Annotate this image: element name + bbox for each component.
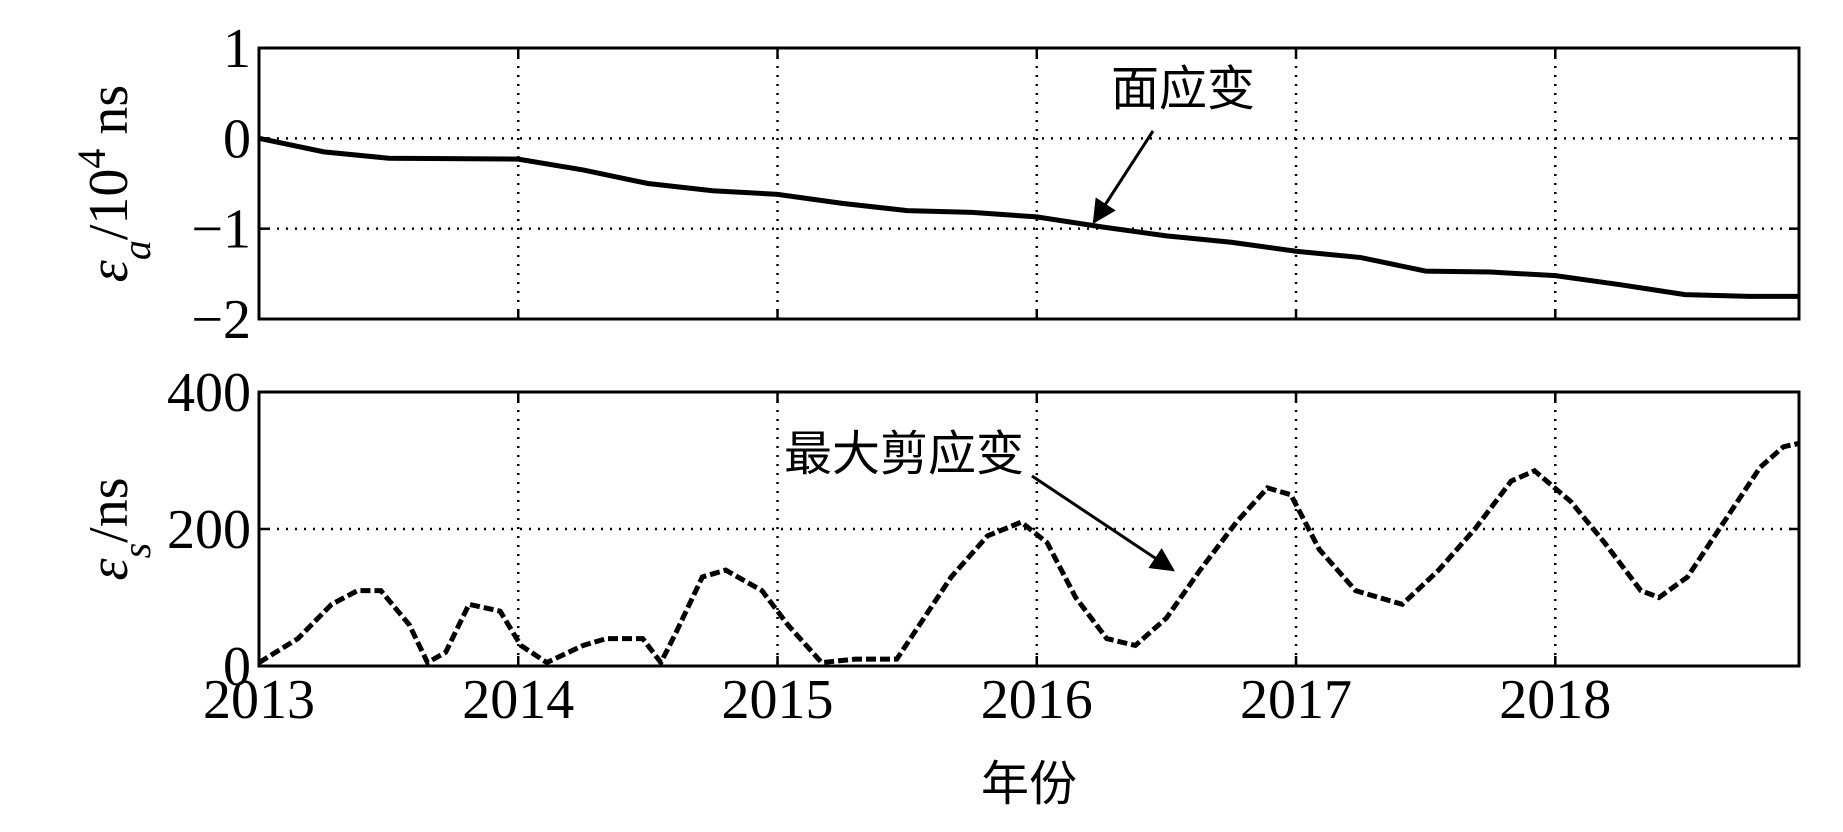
y-tick-label: 400 bbox=[167, 362, 251, 424]
y-axis-label-part: s bbox=[114, 543, 159, 559]
annotation: 面应变 bbox=[1111, 61, 1255, 117]
x-tick-label: 2015 bbox=[722, 669, 834, 731]
y-axis-label: εa/104 ns bbox=[69, 85, 159, 282]
y-tick-label: 0 bbox=[223, 108, 251, 170]
x-tick-label: 2017 bbox=[1240, 669, 1352, 731]
x-tick-label: 2014 bbox=[462, 669, 574, 731]
x-axis-label: 年份 bbox=[981, 756, 1077, 812]
y-axis-label-part: ε bbox=[78, 558, 140, 581]
y-tick-label: −2 bbox=[191, 289, 251, 351]
y-axis-label-part: ε bbox=[78, 259, 140, 282]
annotation: 最大剪应变 bbox=[784, 426, 1024, 482]
y-tick-label: 1 bbox=[223, 18, 251, 80]
annotation-arrow bbox=[1092, 130, 1155, 225]
x-tick-label: 2018 bbox=[1499, 669, 1611, 731]
y-tick-label: 0 bbox=[223, 636, 251, 698]
y-axis-label-part: /ns bbox=[78, 477, 140, 542]
data-line bbox=[258, 135, 1799, 299]
y-axis-label-part: ns bbox=[78, 85, 140, 149]
y-axis-label: εs/ns bbox=[78, 477, 159, 580]
y-axis-label-part: /10 bbox=[78, 169, 140, 241]
y-tick-label: −1 bbox=[191, 199, 251, 261]
plot-frame bbox=[257, 390, 1801, 668]
y-tick-label: 200 bbox=[167, 499, 251, 561]
y-axis-label-part: a bbox=[114, 240, 159, 260]
data-line bbox=[257, 440, 1800, 668]
annotation-arrow bbox=[1031, 474, 1175, 572]
plot-frame bbox=[257, 46, 1801, 321]
x-tick-label: 2016 bbox=[981, 669, 1093, 731]
y-axis-label-part: 4 bbox=[69, 149, 114, 169]
x-tick-label: 2013 bbox=[203, 669, 315, 731]
